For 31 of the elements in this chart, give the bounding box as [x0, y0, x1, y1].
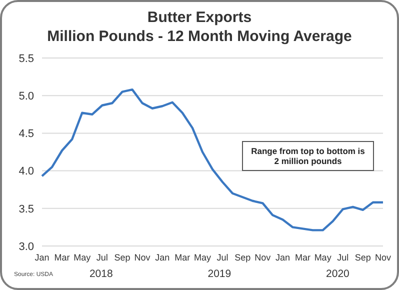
x-tick-label: Sep — [234, 252, 251, 262]
y-tick-label: 3.5 — [18, 203, 34, 216]
chart-title: Butter Exports — [146, 8, 253, 27]
x-tick-label: May — [314, 252, 332, 262]
x-tick-label: Jan — [155, 252, 170, 262]
text: 2019 — [206, 268, 232, 280]
x-tick-label: Jul — [96, 252, 108, 262]
y-tick-label: 4.5 — [18, 128, 34, 140]
x-tick-label: Jul — [337, 252, 349, 262]
x-tick-label: Nov — [134, 252, 151, 262]
x-tick-label: May — [74, 252, 92, 262]
text: 2020 — [325, 268, 350, 280]
line-series — [40, 88, 384, 232]
x-tick-label: Nov — [254, 252, 272, 262]
x-tick-label: Jul — [216, 252, 228, 262]
y-tick-label: 3.0 — [18, 240, 34, 253]
text: 2018 — [89, 268, 113, 280]
x-tick-label: Jan — [34, 252, 50, 262]
y-tick-label: 5.5 — [18, 52, 34, 65]
annotation: Range from top to bottom is 2 million pounds — [242, 141, 374, 171]
y-tick-label: 4.0 — [18, 166, 34, 178]
x-tick-label: May — [194, 252, 212, 262]
x-tick-label: Nov — [374, 252, 392, 262]
y-tick-label: 5.0 — [18, 90, 34, 103]
chart-subtitle: Million Pounds - 12 Month Moving Average — [46, 27, 353, 46]
x-tick-label: Sep — [114, 252, 130, 262]
x-tick-label: Mar — [174, 252, 190, 262]
x-tick-label: Mar — [54, 252, 70, 262]
x-tick-label: Mar — [295, 252, 311, 262]
x-tick-label: Jan — [275, 252, 290, 262]
x-tick-label: Sep — [354, 252, 371, 262]
